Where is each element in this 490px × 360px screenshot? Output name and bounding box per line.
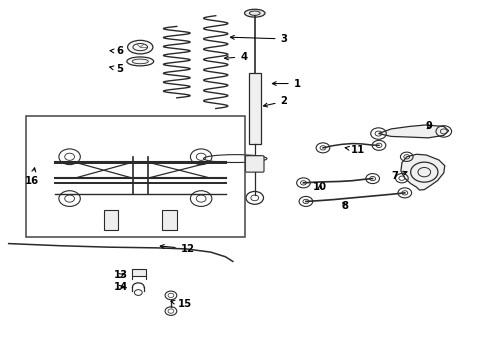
Bar [26, 116, 245, 237]
Text: 8: 8 [342, 201, 348, 211]
Text: 13: 13 [114, 270, 127, 280]
Text: 3: 3 [230, 34, 288, 44]
Bar [132, 269, 146, 276]
Text: 2: 2 [264, 96, 288, 107]
Text: 16: 16 [25, 168, 39, 186]
Ellipse shape [203, 155, 267, 162]
Ellipse shape [245, 9, 265, 17]
Text: 1: 1 [272, 78, 301, 89]
FancyBboxPatch shape [249, 73, 261, 144]
Text: 9: 9 [425, 121, 432, 131]
Ellipse shape [127, 40, 153, 54]
Text: 6: 6 [110, 46, 123, 57]
Ellipse shape [127, 57, 154, 66]
Text: 4: 4 [224, 52, 247, 62]
Text: 12: 12 [160, 244, 195, 253]
Text: 7: 7 [391, 171, 407, 181]
Bar [162, 210, 177, 230]
Text: 11: 11 [345, 145, 366, 155]
Polygon shape [378, 125, 449, 138]
Text: 5: 5 [110, 64, 123, 74]
Bar [104, 210, 118, 230]
Text: 15: 15 [171, 299, 192, 309]
FancyBboxPatch shape [245, 156, 264, 172]
Text: 14: 14 [114, 282, 128, 292]
Text: 10: 10 [313, 182, 327, 192]
Polygon shape [401, 154, 445, 190]
